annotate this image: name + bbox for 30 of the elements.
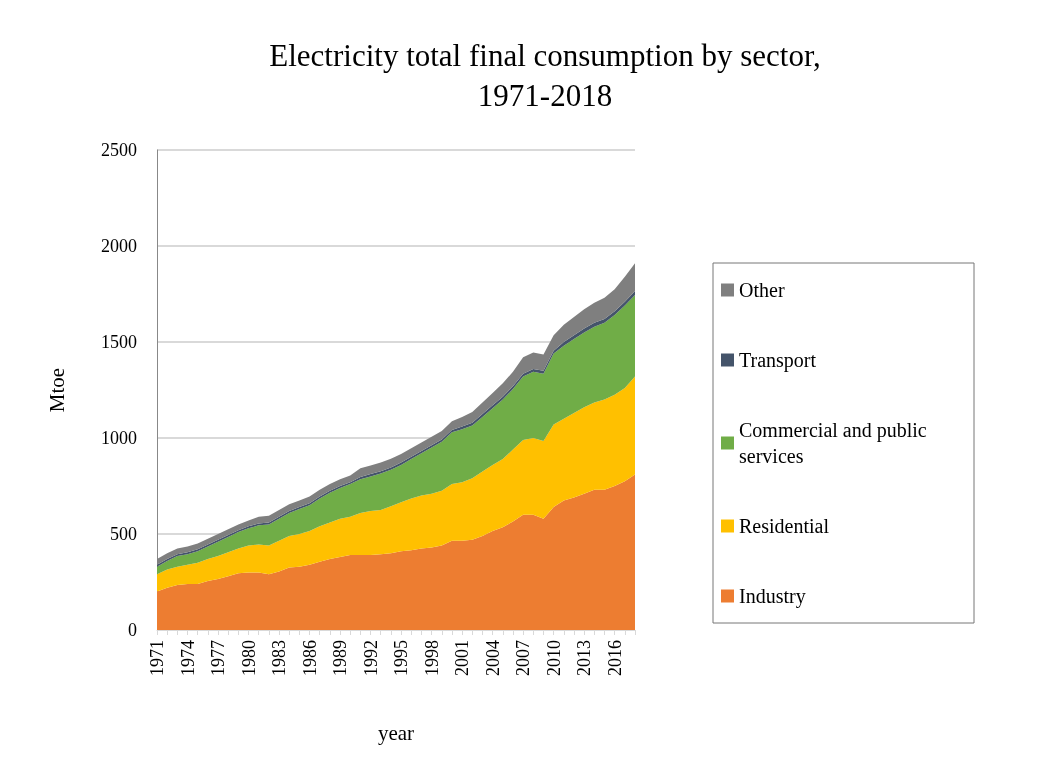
x-tick-label: 1977 bbox=[208, 640, 229, 676]
x-tick-label: 1998 bbox=[421, 640, 442, 676]
x-tick-label: 1980 bbox=[238, 640, 259, 676]
x-tick-label: 2001 bbox=[452, 640, 473, 676]
legend-label: Transport bbox=[739, 349, 817, 372]
x-tick-label: 2010 bbox=[543, 640, 564, 676]
x-tick-label: 2004 bbox=[482, 640, 503, 676]
x-tick-label: 2007 bbox=[513, 640, 534, 676]
y-axis-title: Mtoe bbox=[44, 367, 69, 413]
x-tick-label: 2013 bbox=[574, 640, 595, 676]
x-tick-label: 1983 bbox=[269, 640, 290, 676]
x-tick-label: 1986 bbox=[299, 640, 320, 676]
x-tick-label: 1989 bbox=[330, 640, 351, 676]
y-tick-label: 0 bbox=[128, 620, 137, 640]
x-axis-title: year bbox=[377, 720, 415, 745]
x-tick-label: 1971 bbox=[147, 640, 167, 676]
y-tick-label: 2000 bbox=[101, 236, 137, 256]
y-tick-label: 500 bbox=[110, 524, 137, 544]
y-tick-label: 1000 bbox=[101, 428, 137, 448]
legend-label: Industry bbox=[739, 585, 806, 608]
x-tick-label: 1995 bbox=[391, 640, 412, 676]
legend-label: Residential bbox=[739, 515, 830, 537]
x-tick-label: 1974 bbox=[177, 640, 198, 676]
chart-title: Electricity total final consumption by sector, 1971-2018 bbox=[269, 37, 821, 113]
legend-label: Commercial and public services bbox=[739, 419, 932, 467]
x-tick-label: 2016 bbox=[604, 640, 625, 676]
legend-label: Other bbox=[739, 279, 785, 301]
y-tick-label: 1500 bbox=[101, 332, 137, 352]
y-tick-label: 2500 bbox=[101, 140, 137, 160]
x-tick-label: 1992 bbox=[360, 640, 381, 676]
